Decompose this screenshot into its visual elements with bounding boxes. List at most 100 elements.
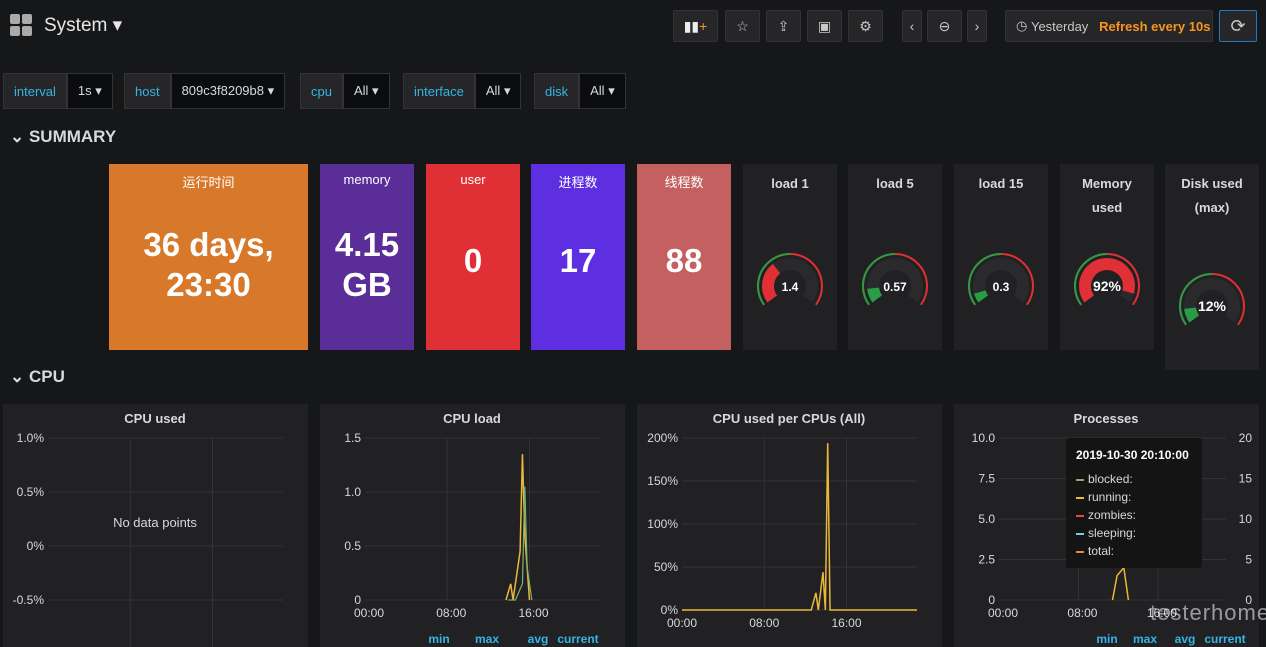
y-tick-label: 10.0 bbox=[972, 431, 996, 445]
tooltip-item: total: bbox=[1076, 542, 1192, 560]
x-tick-label: 00:00 bbox=[667, 616, 697, 630]
tooltip-swatch bbox=[1076, 532, 1084, 535]
gauge-arc bbox=[867, 258, 923, 303]
variable-label: cpu bbox=[300, 73, 343, 109]
row-title: CPU bbox=[28, 367, 65, 386]
stat-value: 88 bbox=[665, 242, 703, 279]
tooltip-label: sleeping: bbox=[1088, 526, 1137, 540]
stat-panel: 运行时间 36 days, 23:30 bbox=[109, 164, 308, 350]
variable-value[interactable]: 809c3f8209b8 ▾ bbox=[170, 73, 286, 109]
tooltip-item: blocked: bbox=[1076, 470, 1192, 488]
panel-title: CPU used bbox=[124, 411, 185, 426]
stat-value: 0 bbox=[463, 242, 483, 279]
legend-header: min bbox=[1096, 632, 1117, 646]
variable: cpu All ▾ bbox=[300, 73, 390, 109]
time-range: Yesterday bbox=[1030, 18, 1089, 34]
x-tick-label: 16:00 bbox=[1147, 606, 1177, 620]
y-tick-label: 5.0 bbox=[978, 512, 995, 526]
dashboard-title[interactable]: System ▾ bbox=[44, 15, 123, 36]
gauge-panel: load 5 0.57 bbox=[848, 164, 942, 350]
gauge-panel: load 1 1.4 bbox=[743, 164, 837, 350]
y-tick-label: 0 bbox=[988, 593, 995, 607]
tooltip-time: 2019-10-30 20:10:00 bbox=[1076, 448, 1189, 462]
tooltip-label: zombies: bbox=[1088, 508, 1137, 522]
tooltip-item: running: bbox=[1076, 488, 1192, 506]
gauge-arc bbox=[1074, 253, 1108, 306]
series-line bbox=[682, 443, 917, 611]
legend-header: current bbox=[1204, 632, 1245, 646]
series-line bbox=[508, 486, 533, 601]
refresh-button[interactable]: ⟳ bbox=[1219, 10, 1257, 42]
y-tick-label: -0.5% bbox=[13, 593, 45, 607]
graph-panel: CPU load 1.5 1.0 0.5 0 00:00 08:00 16:00 min max a… bbox=[320, 404, 625, 647]
graph-panel: CPU used 1.0% 0.5% 0% -0.5% No data points bbox=[3, 404, 308, 647]
y-tick-label: 2.5 bbox=[978, 553, 995, 567]
watermark: testerhome.com bbox=[1150, 600, 1266, 625]
zoom-button[interactable]: ⊖ bbox=[927, 10, 962, 42]
gauge: 0.3 bbox=[968, 253, 1034, 306]
tooltip-label: running: bbox=[1088, 490, 1132, 504]
variable-label: disk bbox=[534, 73, 580, 109]
legend-header: avg bbox=[528, 632, 549, 646]
gauge-arc bbox=[1179, 273, 1213, 326]
x-tick-label: 00:00 bbox=[988, 606, 1018, 620]
row-header[interactable]: ⌄ CPU bbox=[10, 367, 65, 386]
tooltip-item: zombies: bbox=[1076, 506, 1192, 524]
panel-title: Processes bbox=[1073, 411, 1138, 426]
row-header[interactable]: ⌄ SUMMARY bbox=[10, 127, 117, 146]
settings-button[interactable]: ⚙ bbox=[848, 10, 883, 42]
x-tick-label: 08:00 bbox=[1067, 606, 1097, 620]
y-tick-label: 0 bbox=[354, 593, 361, 607]
graph: CPU load 1.5 1.0 0.5 000:00 08:00 16:00 min max a… bbox=[344, 411, 600, 646]
gauge-title: load 5 bbox=[876, 176, 914, 191]
star-button[interactable]: ☆ bbox=[725, 10, 760, 42]
gauge: 1.4 bbox=[757, 253, 823, 306]
x-tick-label: 08:00 bbox=[436, 606, 466, 620]
y-tick-label: 150% bbox=[647, 474, 678, 488]
forward-button[interactable]: › bbox=[967, 10, 987, 42]
gauge-value: 92% bbox=[1093, 278, 1122, 294]
legend-header: max bbox=[475, 632, 499, 646]
refresh-interval: Refresh every 10s bbox=[1099, 18, 1211, 34]
save-button[interactable]: ▣ bbox=[807, 10, 842, 42]
graph: CPU used per CPUs (All) 200% 150% 100% 50% 0%… bbox=[647, 411, 917, 630]
gauge-value: 0.57 bbox=[883, 280, 907, 294]
no-data-message: No data points bbox=[113, 515, 197, 530]
panel-title: CPU used per CPUs (All) bbox=[713, 411, 865, 426]
variable-label: interface bbox=[403, 73, 475, 109]
gauge-arc bbox=[973, 258, 1029, 303]
time-picker[interactable]: ◷ Yesterday Refresh every 10s bbox=[1005, 10, 1213, 42]
share-button[interactable]: ⇪ bbox=[766, 10, 801, 42]
y-tick-label: 0% bbox=[27, 539, 45, 553]
x-tick-label: 16:00 bbox=[518, 606, 548, 620]
series-line bbox=[505, 454, 531, 601]
gauge-arc bbox=[968, 253, 1002, 306]
gauge-arc bbox=[867, 287, 883, 303]
gauge-panel: Disk used (max) 12% bbox=[1165, 164, 1259, 370]
gauge-arc bbox=[762, 263, 781, 303]
add-panel-button[interactable]: ▮▮ + bbox=[673, 10, 718, 42]
variable: host 809c3f8209b8 ▾ bbox=[124, 73, 286, 109]
grid-icon[interactable] bbox=[10, 14, 32, 36]
y-tick-label: 7.5 bbox=[978, 472, 995, 486]
legend-header: min bbox=[428, 632, 449, 646]
x-tick-label: 00:00 bbox=[354, 606, 384, 620]
gauge-title: load 15 bbox=[978, 176, 1024, 191]
variable-label: host bbox=[124, 73, 171, 109]
stat-title: 进程数 bbox=[558, 175, 598, 190]
gauge: 12% bbox=[1179, 273, 1245, 326]
gauge-arc bbox=[1079, 258, 1135, 303]
variable-value[interactable]: 1s ▾ bbox=[66, 73, 113, 109]
y-tick-label: 100% bbox=[647, 517, 678, 531]
gauge-title: Memory used bbox=[1082, 176, 1132, 215]
variable: disk All ▾ bbox=[534, 73, 626, 109]
stat-value: 17 bbox=[559, 242, 597, 279]
panel-title: CPU load bbox=[443, 411, 501, 426]
stat-panel: 线程数 88 bbox=[637, 164, 731, 350]
back-button[interactable]: ‹ bbox=[902, 10, 922, 42]
variable-value[interactable]: All ▾ bbox=[579, 73, 626, 109]
y2-tick-label: 5 bbox=[1245, 553, 1252, 567]
variable-value[interactable]: All ▾ bbox=[342, 73, 390, 109]
variable-value[interactable]: All ▾ bbox=[474, 73, 522, 109]
